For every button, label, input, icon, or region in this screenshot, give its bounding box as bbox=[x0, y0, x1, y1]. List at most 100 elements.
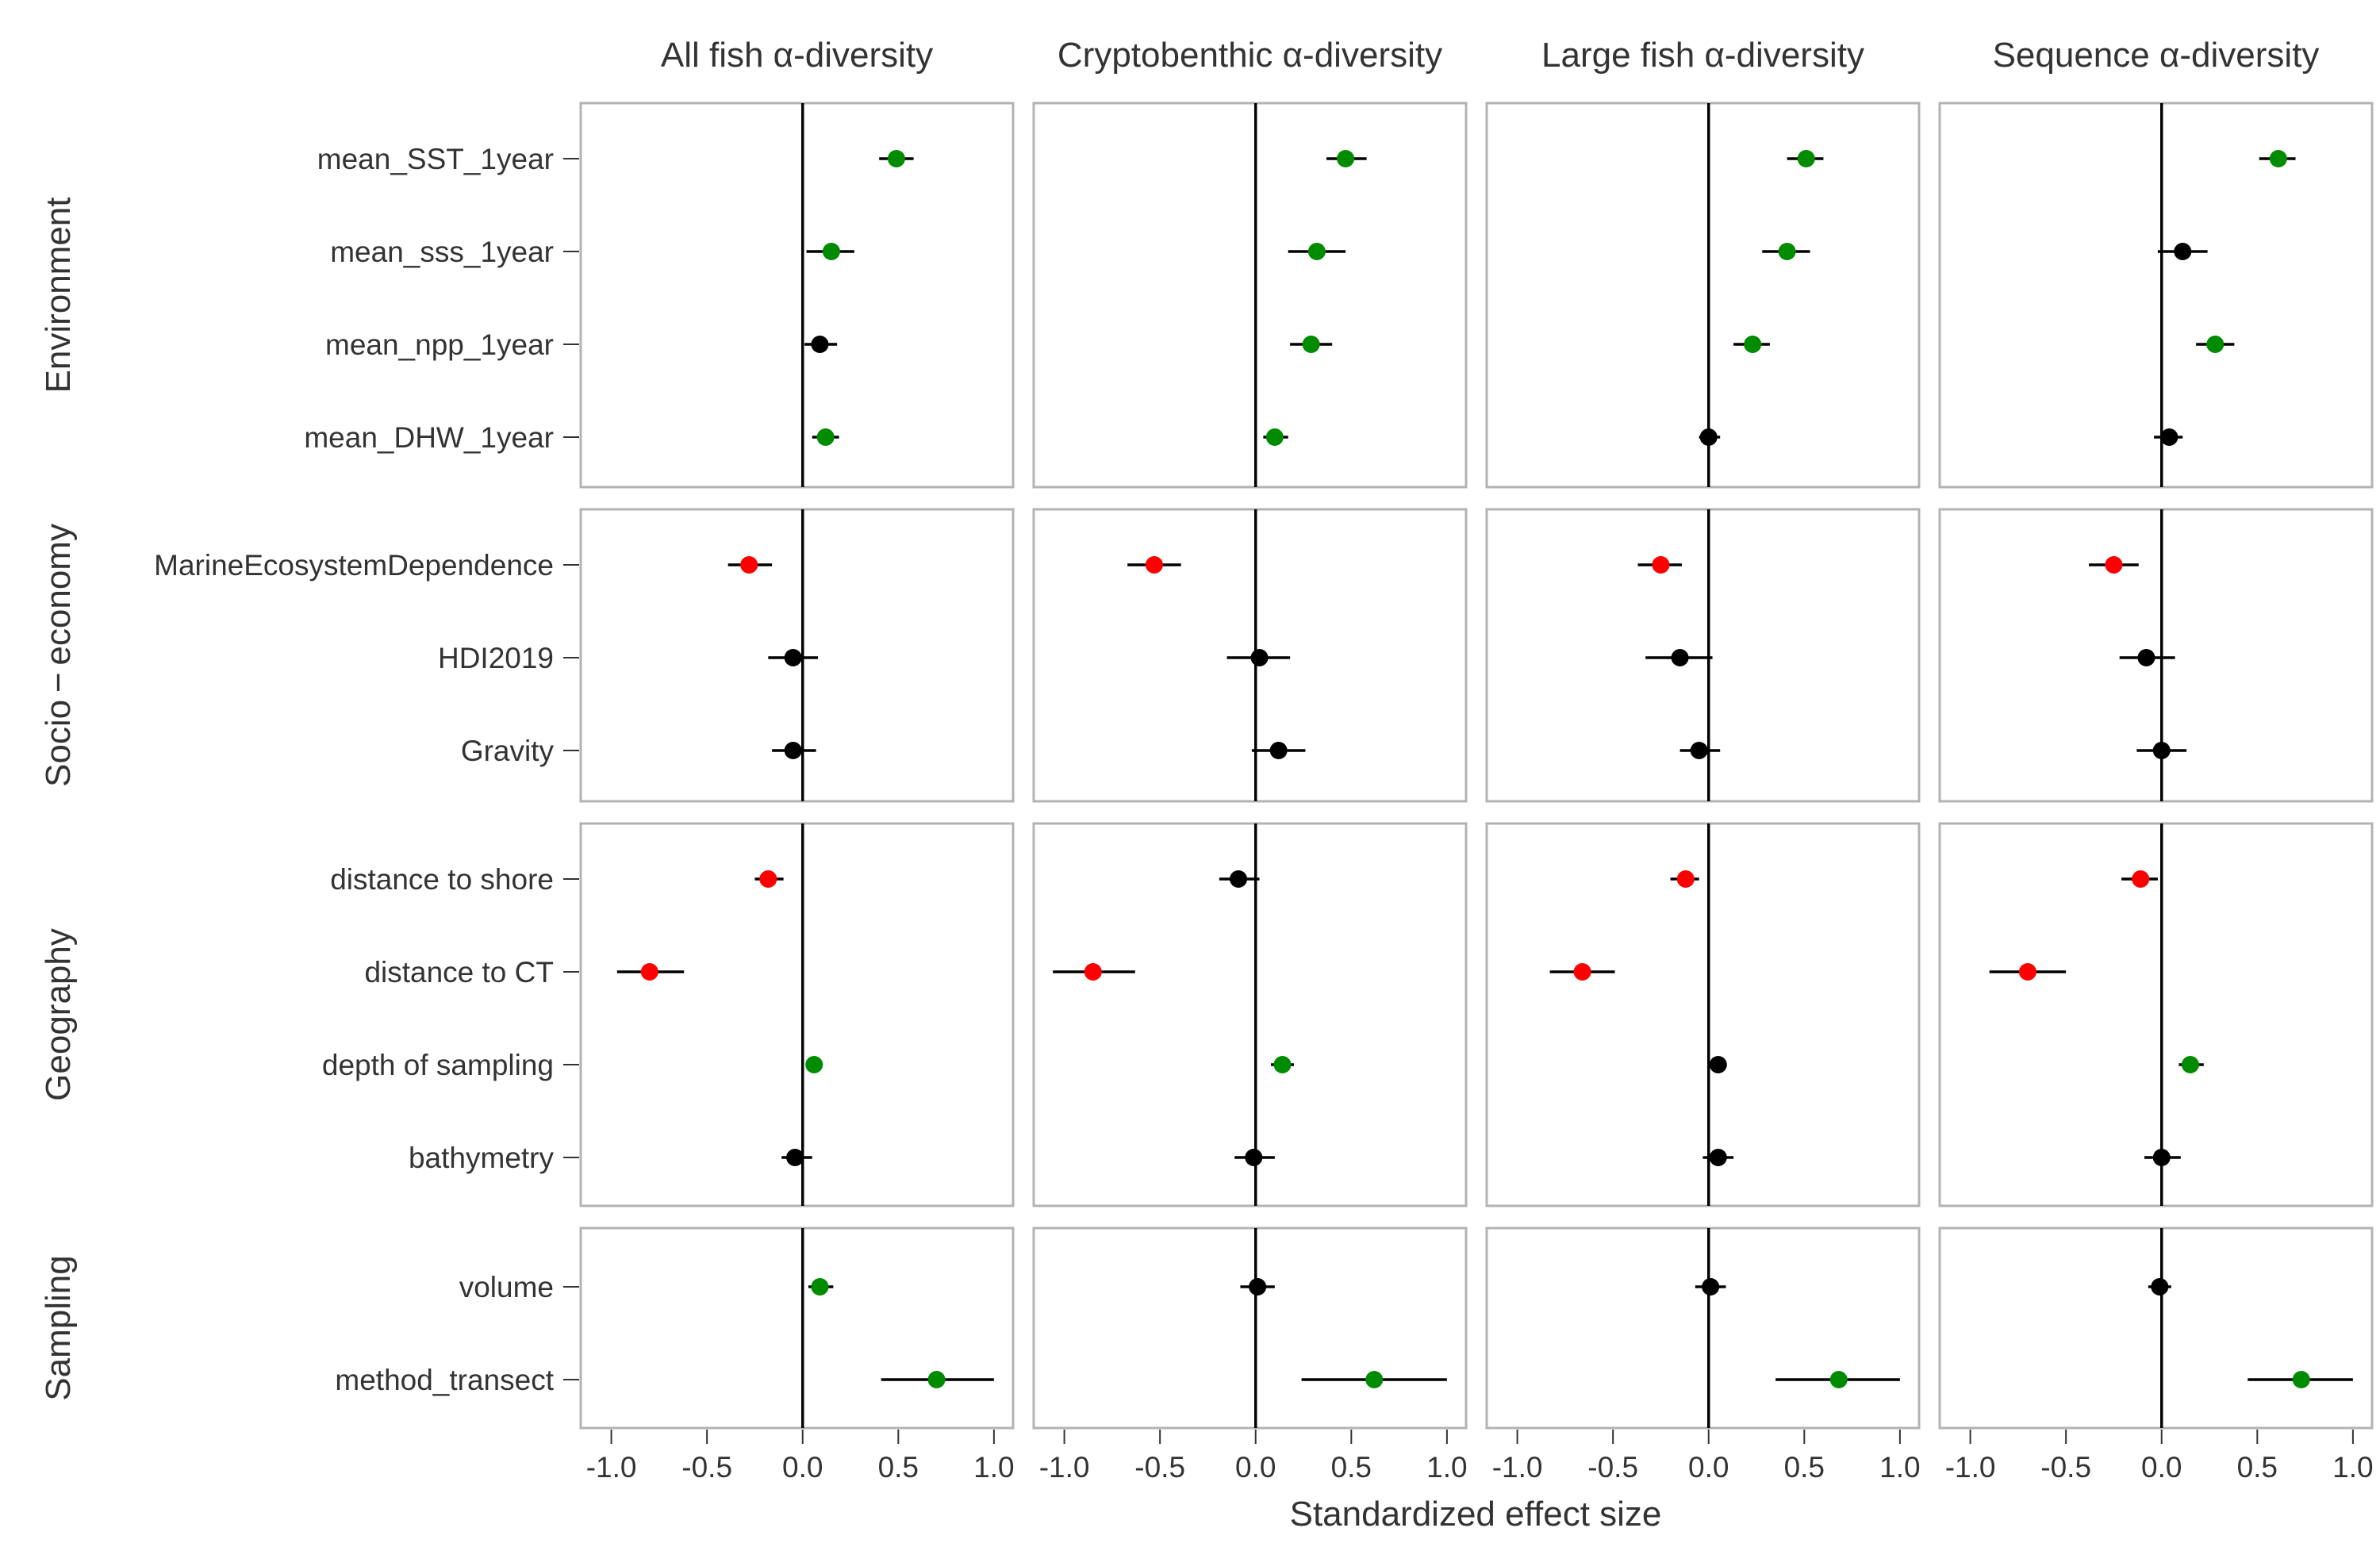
x-tick-label: 0.5 bbox=[878, 1451, 919, 1484]
column-title-3: Large fish α-diversity bbox=[1541, 36, 1864, 75]
variable-label: mean_DHW_1year bbox=[304, 421, 554, 454]
effect-estimate-point bbox=[1744, 336, 1762, 353]
panel-border bbox=[1032, 508, 1468, 803]
effect-estimate-point bbox=[759, 870, 777, 888]
effect-estimate-point bbox=[784, 742, 802, 759]
column-title-1: All fish α-diversity bbox=[661, 36, 933, 75]
effect-estimate-point bbox=[1702, 1278, 1720, 1296]
x-tick-label: 1.0 bbox=[973, 1451, 1014, 1484]
panel-border bbox=[579, 822, 1015, 1207]
effect-estimate-point bbox=[1249, 1278, 1267, 1296]
effect-estimate-point bbox=[1307, 243, 1326, 260]
variable-label: volume bbox=[459, 1271, 554, 1303]
effect-estimate-point bbox=[1709, 1149, 1727, 1166]
effect-estimate-point bbox=[2152, 1149, 2171, 1166]
panel-border bbox=[1938, 822, 2374, 1207]
x-tick-label: -0.5 bbox=[1587, 1451, 1638, 1484]
x-tick-label: 0.0 bbox=[1688, 1451, 1729, 1484]
effect-estimate-point bbox=[2269, 150, 2287, 167]
x-tick-label: -0.5 bbox=[2040, 1451, 2091, 1484]
x-tick-label: -1.0 bbox=[1945, 1451, 1996, 1484]
effect-estimate-point bbox=[1829, 1371, 1848, 1388]
x-tick-label: 0.0 bbox=[2141, 1451, 2182, 1484]
effect-estimate-point bbox=[1797, 150, 1815, 167]
effect-estimate-point bbox=[811, 1278, 829, 1296]
x-tick-label: -0.5 bbox=[1134, 1451, 1185, 1484]
x-tick-label: 1.0 bbox=[2332, 1451, 2373, 1484]
x-tick-label: 0.5 bbox=[1331, 1451, 1372, 1484]
group-title-4: Sampling bbox=[39, 1255, 78, 1400]
effect-estimate-point bbox=[2174, 243, 2192, 260]
variable-label: bathymetry bbox=[409, 1142, 555, 1174]
variable-label: method_transect bbox=[335, 1364, 554, 1396]
effect-estimate-point bbox=[887, 150, 905, 167]
panel-border bbox=[1032, 822, 1468, 1207]
effect-estimate-point bbox=[1671, 649, 1689, 666]
effect-estimate-point bbox=[2181, 1056, 2199, 1073]
effect-estimate-point bbox=[1699, 428, 1718, 446]
panel-border bbox=[579, 1226, 1015, 1430]
panel-border bbox=[1485, 822, 1921, 1207]
effect-estimate-point bbox=[805, 1056, 823, 1073]
effect-estimate-point bbox=[2292, 1371, 2310, 1388]
effect-estimate-point bbox=[1652, 556, 1670, 574]
effect-estimate-point bbox=[1230, 870, 1248, 888]
panel-border bbox=[1485, 1226, 1921, 1430]
label-layer: All fish α-diversity Cryptobenthic α-dive… bbox=[39, 36, 2374, 1484]
estimate-layer bbox=[616, 150, 2353, 1388]
effect-estimate-point bbox=[811, 336, 829, 353]
variable-label: mean_SST_1year bbox=[317, 143, 554, 175]
variable-label: mean_npp_1year bbox=[325, 328, 554, 361]
x-axis-title: Standardized effect size bbox=[1290, 1495, 1662, 1534]
effect-estimate-point bbox=[2137, 649, 2155, 666]
effect-estimate-point bbox=[1573, 963, 1591, 981]
effect-estimate-point bbox=[2018, 963, 2036, 981]
variable-label: Gravity bbox=[461, 735, 555, 767]
panel-border bbox=[1938, 102, 2374, 489]
effect-estimate-point bbox=[1273, 1056, 1292, 1073]
effect-estimate-point bbox=[2206, 336, 2225, 353]
x-tick-label: -1.0 bbox=[586, 1451, 637, 1484]
effect-estimate-point bbox=[1145, 556, 1163, 574]
effect-estimate-point bbox=[822, 243, 840, 260]
x-tick-label: 1.0 bbox=[1426, 1451, 1467, 1484]
variable-label: mean_sss_1year bbox=[330, 236, 554, 268]
effect-estimate-point bbox=[2151, 1278, 2169, 1296]
effect-estimate-point bbox=[1337, 150, 1355, 167]
zero-line-layer bbox=[800, 103, 2163, 1428]
variable-label: distance to shore bbox=[330, 863, 554, 896]
column-title-4: Sequence α-diversity bbox=[1993, 36, 2320, 75]
x-tick-label: -1.0 bbox=[1039, 1451, 1090, 1484]
effect-estimate-point bbox=[1269, 742, 1288, 759]
effect-estimate-point bbox=[1709, 1056, 1727, 1073]
effect-estimate-point bbox=[1676, 870, 1695, 888]
x-tick-label: 1.0 bbox=[1879, 1451, 1920, 1484]
effect-estimate-point bbox=[1084, 963, 1102, 981]
effect-estimate-point bbox=[1265, 428, 1284, 446]
effect-estimate-point bbox=[816, 428, 835, 446]
effect-estimate-point bbox=[927, 1371, 946, 1388]
panel-border bbox=[1938, 508, 2374, 803]
effect-estimate-point bbox=[2105, 556, 2123, 574]
variable-label: depth of sampling bbox=[322, 1049, 554, 1081]
effect-estimate-point bbox=[1365, 1371, 1384, 1388]
group-title-3: Geography bbox=[39, 928, 78, 1101]
panel-border bbox=[1032, 102, 1468, 489]
variable-label: MarineEcosystemDependence bbox=[154, 549, 554, 582]
panel-border bbox=[1485, 102, 1921, 489]
effect-estimate-point bbox=[2132, 870, 2150, 888]
effect-estimate-point bbox=[740, 556, 758, 574]
x-tick-label: -0.5 bbox=[681, 1451, 732, 1484]
column-title-2: Cryptobenthic α-diversity bbox=[1058, 36, 1442, 75]
panel-layer bbox=[579, 102, 2374, 1430]
x-tick-label: 0.5 bbox=[1784, 1451, 1825, 1484]
x-tick-label: 0.0 bbox=[1235, 1451, 1276, 1484]
effect-estimate-point bbox=[1302, 336, 1320, 353]
effect-estimate-point bbox=[784, 649, 802, 666]
effect-estimate-point bbox=[2152, 742, 2171, 759]
x-tick-label: -1.0 bbox=[1492, 1451, 1543, 1484]
group-title-2: Socio − economy bbox=[39, 524, 78, 787]
panel-border bbox=[579, 102, 1015, 489]
group-title-1: Environment bbox=[39, 197, 78, 393]
